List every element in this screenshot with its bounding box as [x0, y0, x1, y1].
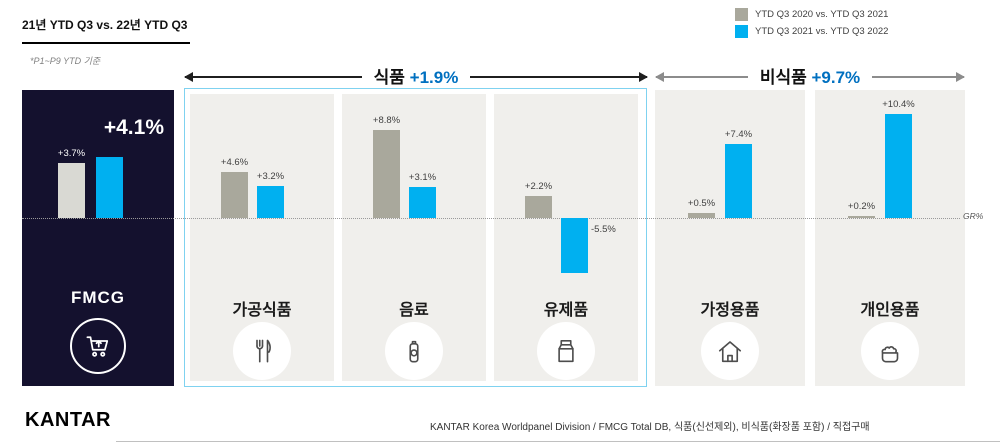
fmcg-panel: +4.1% +3.7% FMCG — [22, 90, 174, 386]
legend-item-2021: YTD Q3 2020 vs. YTD Q3 2021 — [735, 8, 888, 21]
category-label-household: 가정용품 — [700, 302, 760, 319]
legend: YTD Q3 2020 vs. YTD Q3 2021 YTD Q3 2021 … — [735, 8, 888, 42]
category-label-processed-food: 가공식품 — [232, 302, 292, 319]
legend-swatch-gray — [735, 8, 748, 21]
page-title: 21년 YTD Q3 vs. 22년 YTD Q3 — [22, 16, 190, 44]
footer-source: KANTAR Korea Worldpanel Division / FMCG … — [430, 422, 870, 433]
milk-carton-icon — [537, 322, 595, 380]
food-section-growth: +1.9% — [409, 68, 459, 87]
legend-label: YTD Q3 2021 vs. YTD Q3 2022 — [755, 26, 889, 37]
shopping-cart-icon — [70, 318, 126, 374]
legend-swatch-blue — [735, 25, 748, 38]
footer-divider — [116, 441, 1000, 442]
category-label-personal-care: 개인용품 — [860, 302, 920, 319]
panel-dairy: +2.2% -5.5% 유제품 — [494, 94, 638, 381]
bottle-icon — [385, 322, 443, 380]
footnote-basis: *P1~P9 YTD 기준 — [30, 56, 101, 66]
zero-baseline — [22, 218, 960, 219]
fmcg-headline: +4.1% — [103, 116, 164, 139]
nonfood-section-name: 비식품 — [759, 68, 807, 87]
panel-beverage: +8.8% +3.1% 음료 — [342, 94, 486, 381]
legend-item-2022: YTD Q3 2021 vs. YTD Q3 2022 — [735, 25, 888, 38]
house-icon — [701, 322, 759, 380]
kantar-logo: KANTAR — [25, 409, 111, 431]
panel-household: +0.5% +7.4% 가정용품 — [655, 90, 805, 386]
panel-personal-care: +0.2% +10.4% 개인용품 — [815, 90, 965, 386]
axis-unit-label: GR% — [963, 211, 984, 221]
food-section-label: 식품 +1.9% — [185, 63, 647, 88]
nonfood-section-growth: +9.7% — [811, 68, 861, 87]
category-label-beverage: 음료 — [399, 302, 429, 319]
category-label-dairy: 유제품 — [543, 302, 589, 319]
panel-processed-food: +4.6% +3.2% 가공식품 — [190, 94, 334, 381]
legend-label: YTD Q3 2020 vs. YTD Q3 2021 — [755, 9, 889, 20]
cream-jar-icon — [861, 322, 919, 380]
fmcg-label: FMCG — [70, 288, 126, 307]
nonfood-section-label: 비식품 +9.7% — [656, 63, 964, 88]
fork-knife-icon — [233, 322, 291, 380]
food-section-name: 식품 — [373, 68, 405, 87]
